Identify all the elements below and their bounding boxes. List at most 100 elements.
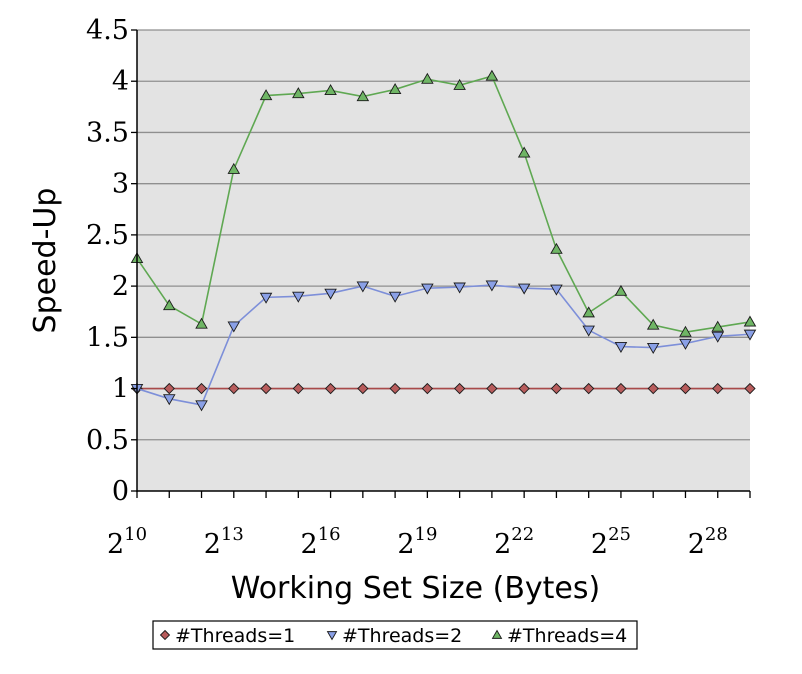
x-tick-base: 2 xyxy=(107,529,124,560)
legend-marker xyxy=(491,629,503,639)
data-point xyxy=(260,382,272,395)
data-point xyxy=(486,382,498,395)
data-point xyxy=(485,280,499,292)
data-point xyxy=(453,382,466,395)
x-tick-exponent: 16 xyxy=(318,524,341,545)
legend-box xyxy=(152,620,638,650)
data-point xyxy=(227,162,241,174)
legend-label: #Threads=2 xyxy=(342,625,462,647)
data-point xyxy=(647,382,659,395)
series-3 xyxy=(130,69,757,337)
y-tick-label: 1 xyxy=(112,374,129,405)
x-tick-exponent: 10 xyxy=(124,524,147,545)
y-tick-label: 1.5 xyxy=(86,322,129,353)
x-tick-base: 2 xyxy=(688,529,705,560)
data-point xyxy=(357,382,369,395)
data-point xyxy=(195,400,208,412)
data-point xyxy=(453,282,466,294)
x-tick-label: 210 xyxy=(107,524,147,560)
data-point xyxy=(615,382,627,395)
data-point xyxy=(582,325,595,337)
data-point xyxy=(517,146,531,158)
x-tick-exponent: 28 xyxy=(705,524,728,545)
x-tick-label: 228 xyxy=(688,524,728,560)
data-point xyxy=(421,72,434,84)
data-point xyxy=(227,321,241,333)
x-tick-base: 2 xyxy=(494,529,511,560)
data-point xyxy=(389,382,401,395)
y-tick-label: 2.5 xyxy=(86,220,129,251)
x-tick-label: 222 xyxy=(494,524,534,560)
x-tick-base: 2 xyxy=(204,529,221,560)
data-point xyxy=(646,318,660,330)
legend: #Threads=1 #Threads=2 #Threads=4 xyxy=(152,620,638,650)
y-tick-label: 3.5 xyxy=(86,117,129,148)
data-point xyxy=(228,382,240,395)
x-tick-base: 2 xyxy=(591,529,608,560)
data-point xyxy=(356,281,370,293)
data-point xyxy=(259,292,273,304)
x-tick-base: 2 xyxy=(397,529,414,560)
data-point xyxy=(614,284,628,296)
data-point xyxy=(388,291,402,303)
data-point xyxy=(453,78,466,90)
y-tick-label: 4.5 xyxy=(86,15,129,46)
y-axis-label: Speed-Up xyxy=(28,188,63,334)
y-tick-labels: 0 0.5 1 1.5 2 2.5 3 3.5 4 4.5 xyxy=(86,15,129,507)
x-tick-exponent: 22 xyxy=(511,524,534,545)
data-point xyxy=(324,288,337,300)
data-point xyxy=(679,338,692,350)
x-tick-label: 219 xyxy=(397,524,437,560)
data-point xyxy=(517,283,531,295)
x-tick-label: 225 xyxy=(591,524,631,560)
data-point xyxy=(679,325,692,337)
data-point xyxy=(550,242,563,254)
data-point xyxy=(582,306,595,318)
data-point xyxy=(162,299,176,311)
data-point xyxy=(421,283,434,295)
data-point xyxy=(388,83,402,94)
x-tick-exponent: 25 xyxy=(608,524,631,545)
data-point xyxy=(162,394,176,406)
data-point xyxy=(324,84,337,96)
x-tick-base: 2 xyxy=(301,529,318,560)
data-point xyxy=(292,382,304,395)
data-point xyxy=(743,315,757,327)
y-tick-label: 4 xyxy=(112,66,129,97)
legend-marker xyxy=(326,631,338,641)
legend-label: #Threads=1 xyxy=(175,625,295,647)
data-point xyxy=(679,382,692,395)
data-point xyxy=(550,284,563,296)
data-point xyxy=(324,382,337,395)
x-tick-exponent: 19 xyxy=(415,524,438,545)
y-tick-label: 0 xyxy=(112,476,129,507)
data-point xyxy=(743,329,757,341)
data-point xyxy=(356,90,370,102)
data-point xyxy=(163,382,175,395)
series-line xyxy=(136,75,751,334)
legend-marker xyxy=(159,629,171,641)
x-axis-label: Working Set Size (Bytes) xyxy=(231,571,600,606)
data-point xyxy=(292,291,305,303)
data-point xyxy=(744,382,756,395)
legend-label: #Threads=4 xyxy=(507,625,627,647)
data-point xyxy=(259,89,273,101)
data-point xyxy=(550,382,563,395)
data-point xyxy=(711,320,725,332)
data-point xyxy=(583,382,595,395)
data-point xyxy=(195,317,208,329)
y-tick-label: 0.5 xyxy=(86,425,129,456)
data-point xyxy=(711,331,725,343)
axes xyxy=(131,29,751,498)
x-tick-label: 213 xyxy=(204,524,244,560)
x-tick-label: 216 xyxy=(301,524,341,560)
y-tick-label: 3 xyxy=(112,169,129,200)
series-layer xyxy=(130,69,757,412)
data-point xyxy=(292,87,305,99)
data-point xyxy=(421,382,434,395)
series-2 xyxy=(130,280,757,412)
data-point xyxy=(646,343,660,354)
data-point xyxy=(518,382,530,395)
y-tick-label: 2 xyxy=(112,271,129,302)
